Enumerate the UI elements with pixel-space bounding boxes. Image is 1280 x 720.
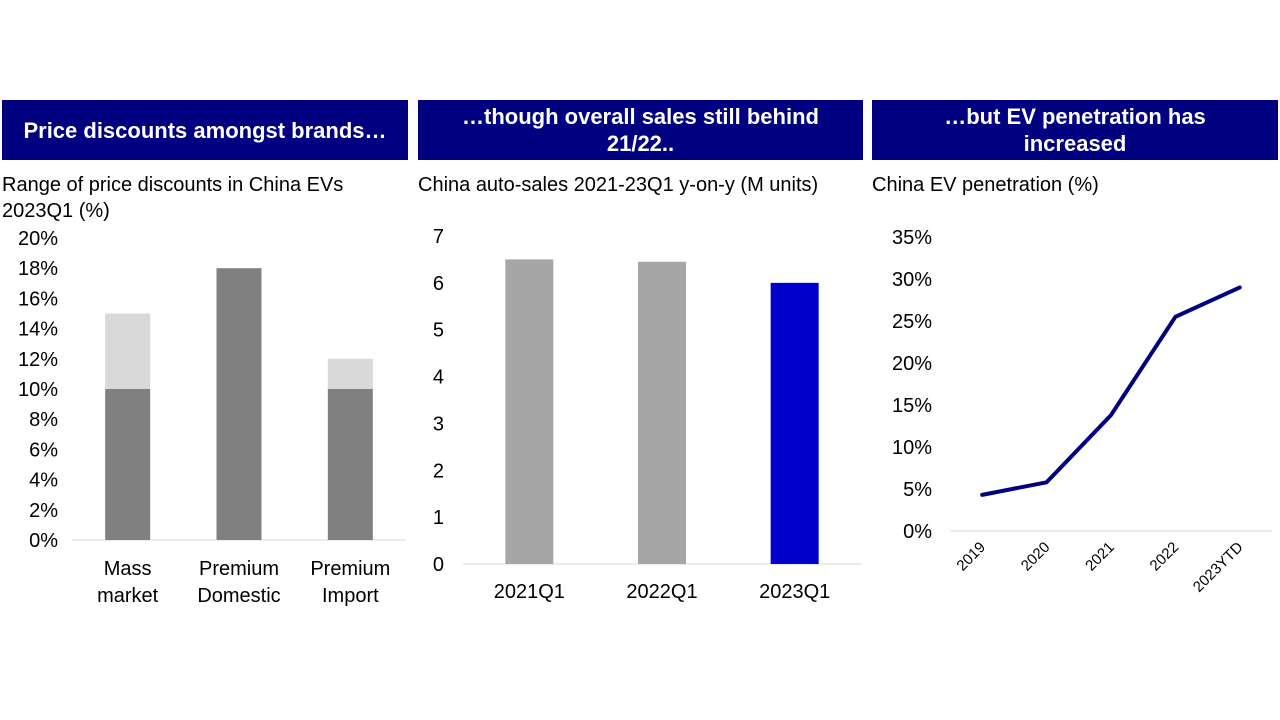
chart-subtitle: China EV penetration (%) xyxy=(872,174,1099,196)
bar xyxy=(105,313,151,389)
bar xyxy=(216,268,262,540)
panel-price-discounts: Price discounts amongst brands… Range of… xyxy=(2,100,408,660)
panel-banner: …but EV penetration has increased xyxy=(872,100,1278,160)
x-category-label: Premium xyxy=(310,558,390,580)
y-tick-label: 1 xyxy=(433,507,444,529)
y-tick-label: 5% xyxy=(903,479,932,501)
auto-sales-chart: 0 1 2 3 4 5 6 7 2021Q1 2022Q1 2023Q1 xyxy=(433,226,861,603)
y-tick-label: 2% xyxy=(29,500,58,522)
panel-banner: …though overall sales still behind 21/22… xyxy=(418,100,863,160)
y-tick-label: 6% xyxy=(29,439,58,461)
chart-subtitle: Range of price discounts in China EVs 20… xyxy=(2,174,344,222)
y-tick-label: 14% xyxy=(18,319,58,341)
x-category-label: market xyxy=(97,585,159,607)
x-category-label: Premium xyxy=(199,558,279,580)
y-tick-label: 0% xyxy=(29,530,58,552)
panel-banner: Price discounts amongst brands… xyxy=(2,100,408,160)
x-category-label: 2021Q1 xyxy=(494,581,565,603)
y-tick-label: 12% xyxy=(18,349,58,371)
y-tick-label: 2 xyxy=(433,460,444,482)
x-category-label: 2023Q1 xyxy=(759,581,830,603)
x-category-label: Mass xyxy=(104,558,152,580)
panel-ev-penetration: …but EV penetration has increased China … xyxy=(872,100,1278,660)
x-category-label: Domestic xyxy=(197,585,280,607)
x-category-label: 2023YTD xyxy=(1190,539,1247,596)
price-discount-chart: 0% 2% 4% 6% 8% 10% 12% 14% 16% 18% 20% Mass market Pr… xyxy=(18,228,406,607)
y-tick-label: 0% xyxy=(903,521,932,543)
y-tick-label: 35% xyxy=(892,227,932,249)
y-tick-label: 20% xyxy=(18,228,58,250)
y-tick-label: 16% xyxy=(18,288,58,310)
bar xyxy=(105,389,151,540)
x-category-label: 2022 xyxy=(1147,539,1183,575)
bar xyxy=(638,261,686,564)
x-category-label: 2021 xyxy=(1082,539,1118,575)
y-tick-label: 5 xyxy=(433,320,444,342)
y-tick-label: 6 xyxy=(433,273,444,295)
y-tick-label: 8% xyxy=(29,409,58,431)
bar xyxy=(327,358,373,389)
bar xyxy=(327,389,373,540)
x-category-label: 2022Q1 xyxy=(626,581,697,603)
bar xyxy=(770,282,819,564)
y-tick-label: 30% xyxy=(892,269,932,291)
panel-auto-sales: …though overall sales still behind 21/22… xyxy=(418,100,863,660)
y-tick-label: 4 xyxy=(433,367,444,389)
ev-penetration-chart: 0% 5% 10% 15% 20% 25% 30% 35% 2019 2020 2021 2022 20… xyxy=(892,227,1272,596)
y-tick-label: 20% xyxy=(892,353,932,375)
y-tick-label: 18% xyxy=(18,258,58,280)
y-tick-label: 4% xyxy=(29,470,58,492)
y-tick-label: 10% xyxy=(892,437,932,459)
y-tick-label: 7 xyxy=(433,226,444,248)
x-category-label: 2019 xyxy=(953,539,989,575)
y-tick-label: 25% xyxy=(892,311,932,333)
x-category-label: 2020 xyxy=(1018,539,1054,575)
x-category-label: Import xyxy=(322,585,379,607)
y-tick-label: 15% xyxy=(892,395,932,417)
y-tick-label: 0 xyxy=(433,554,444,576)
series-line xyxy=(980,285,1242,497)
bar xyxy=(505,259,554,564)
chart-subtitle: China auto-sales 2021-23Q1 y-on-y (M uni… xyxy=(418,174,819,196)
y-tick-label: 3 xyxy=(433,413,444,435)
y-tick-label: 10% xyxy=(18,379,58,401)
